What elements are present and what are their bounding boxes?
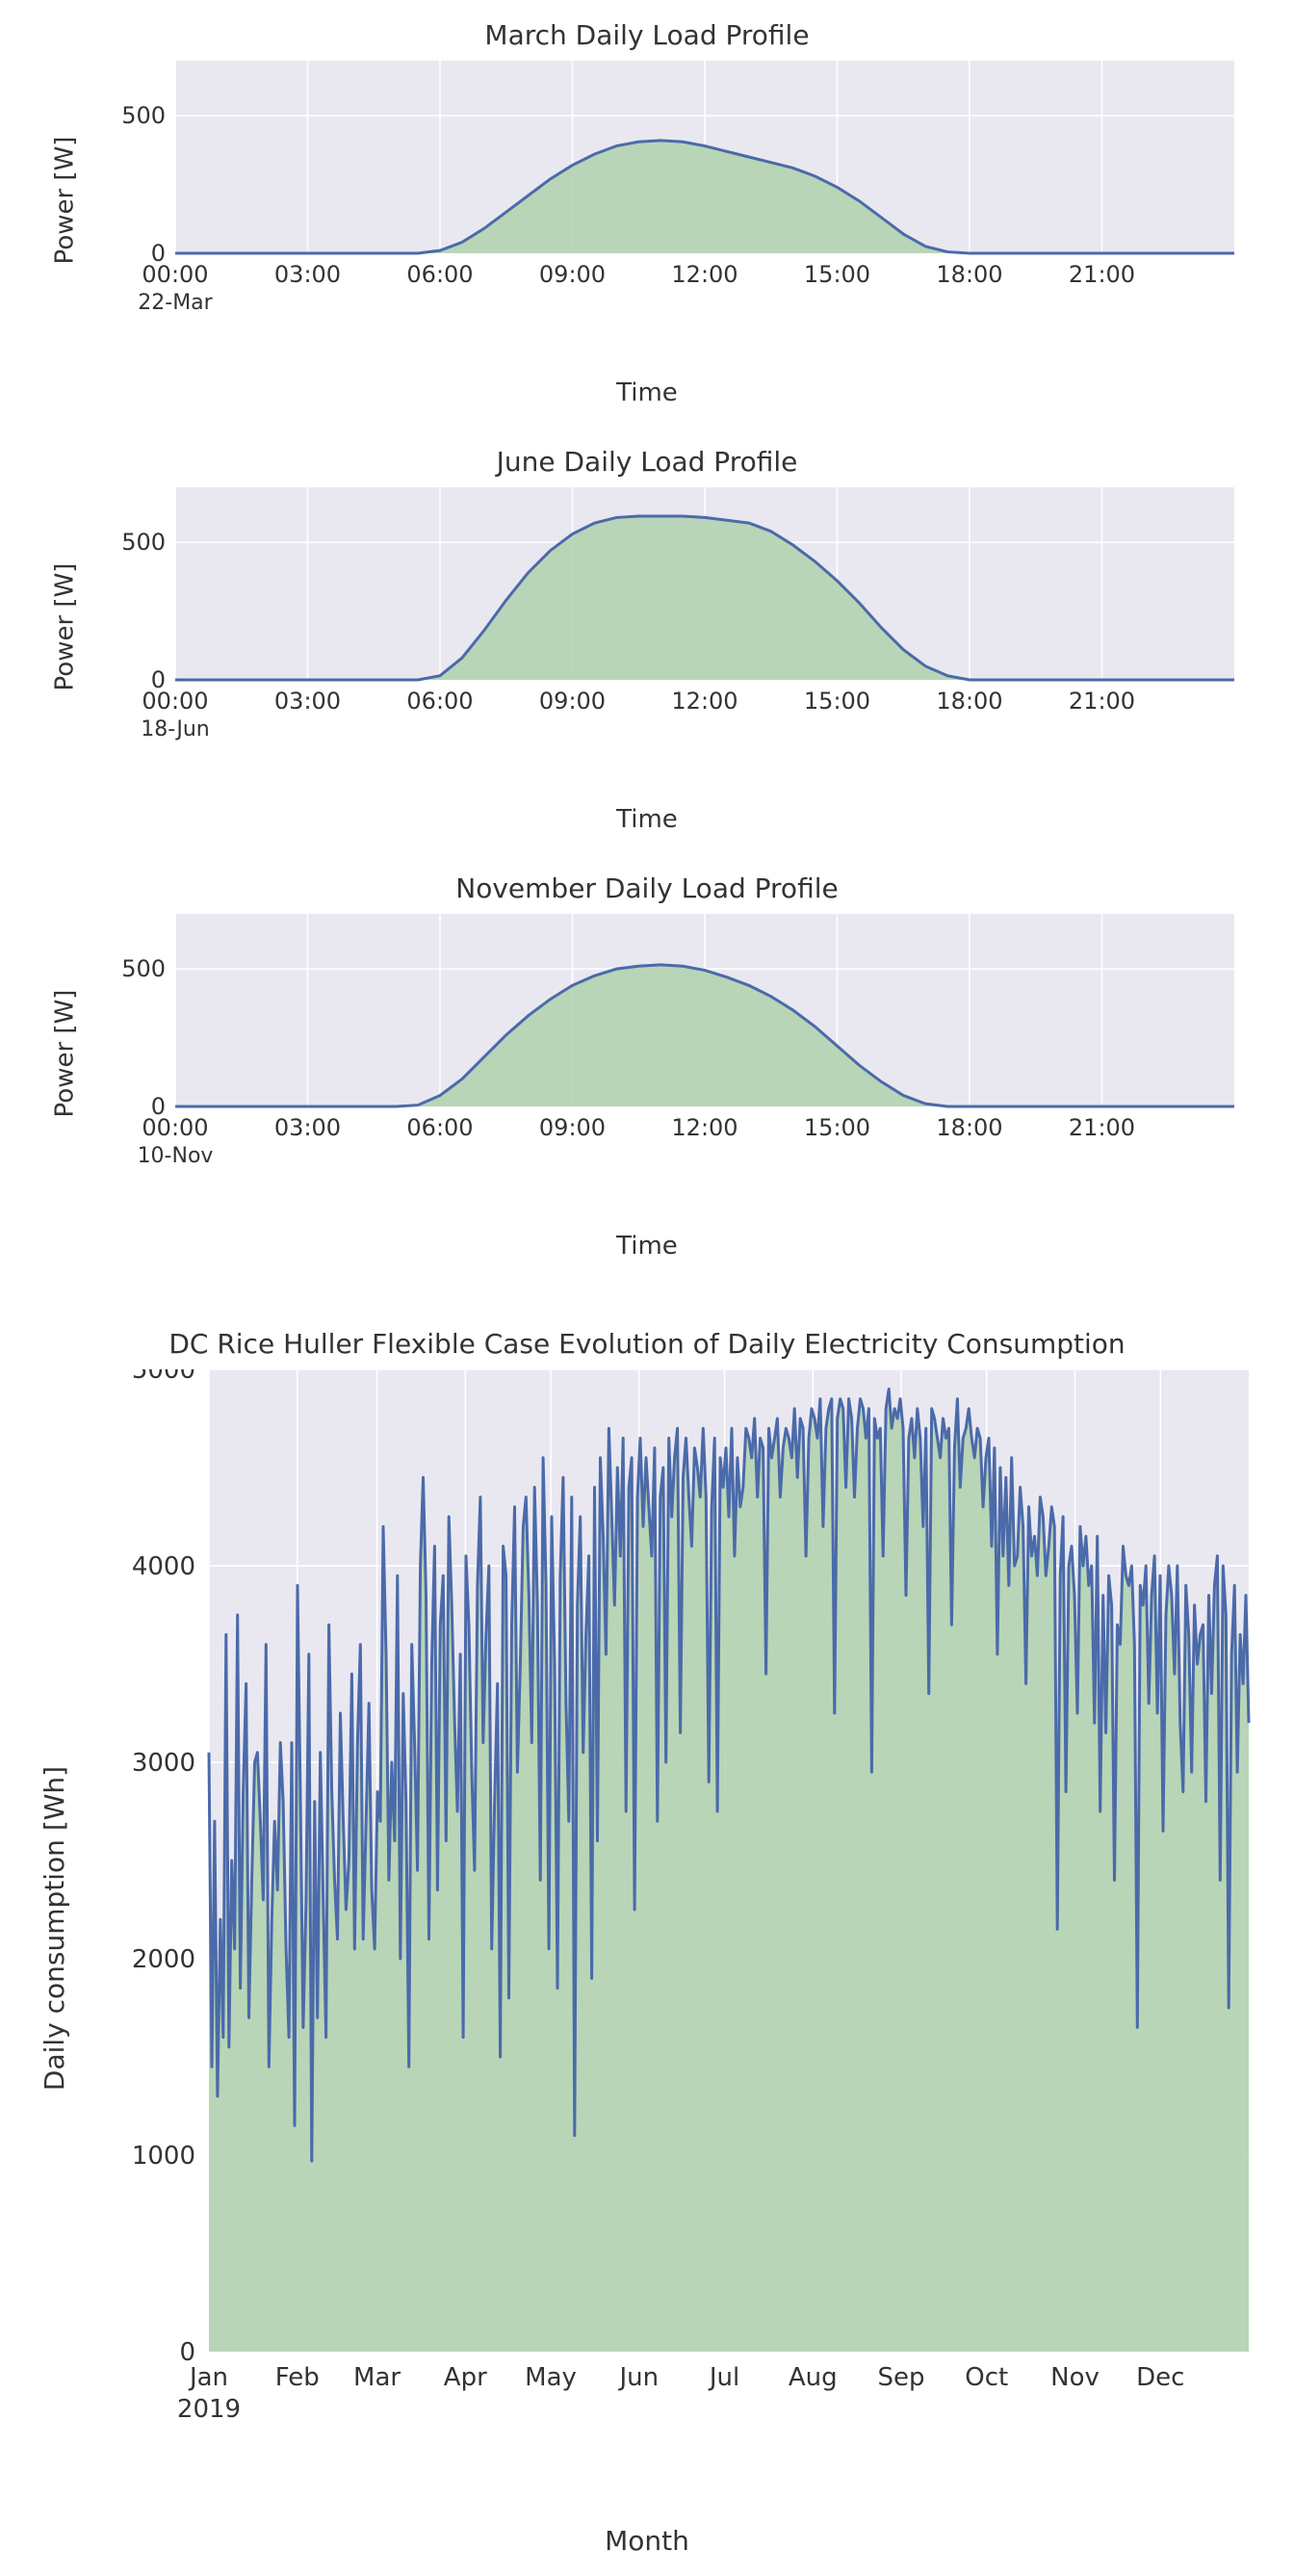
load-profile-chart-1: June Daily Load ProfilePower [W]050000:0… (19, 446, 1275, 834)
x-tick-label: 12:00 (671, 261, 738, 288)
chart-svg: 010002000300040005000JanFebMarAprMayJunJ… (84, 1369, 1268, 2486)
year-subtitle: 2019 (177, 2395, 241, 2424)
x-tick-label: Mar (353, 2363, 401, 2392)
y-axis-label: Daily consumption [Wh] (39, 1765, 71, 2090)
x-tick-label: Jan (188, 2363, 228, 2392)
chart-svg: 050000:0003:0006:0009:0012:0015:0018:002… (89, 487, 1254, 767)
x-tick-label: 03:00 (274, 261, 341, 288)
date-subtitle: 10-Nov (138, 1144, 214, 1168)
x-tick-label: Aug (789, 2363, 838, 2392)
svg-text:5000: 5000 (132, 1369, 195, 1385)
x-tick-label: 00:00 (142, 261, 208, 288)
chart-title: June Daily Load Profile (497, 446, 798, 478)
chart-svg: 050000:0003:0006:0009:0012:0015:0018:002… (89, 914, 1254, 1193)
x-tick-label: 21:00 (1069, 1114, 1135, 1141)
x-tick-label: 09:00 (539, 688, 606, 715)
x-tick-label: 09:00 (539, 1114, 606, 1141)
x-tick-label: 15:00 (804, 688, 870, 715)
x-tick-label: 12:00 (671, 688, 738, 715)
x-tick-label: 06:00 (406, 261, 473, 288)
date-subtitle: 22-Mar (138, 291, 213, 315)
x-tick-label: 03:00 (274, 688, 341, 715)
x-tick-label: 03:00 (274, 1114, 341, 1141)
load-profile-chart-2: November Daily Load ProfilePower [W]0500… (19, 872, 1275, 1261)
svg-text:3000: 3000 (132, 1749, 195, 1778)
x-tick-label: 12:00 (671, 1114, 738, 1141)
x-tick-label: 06:00 (406, 1114, 473, 1141)
x-tick-label: 21:00 (1069, 261, 1135, 288)
x-tick-label: 06:00 (406, 688, 473, 715)
x-tick-label: 18:00 (936, 261, 1002, 288)
svg-text:1000: 1000 (132, 2142, 195, 2171)
x-axis-label: Time (616, 805, 678, 834)
x-tick-label: 15:00 (804, 1114, 870, 1141)
x-tick-label: Feb (275, 2363, 320, 2392)
x-axis-label: Month (605, 2525, 689, 2557)
x-tick-label: Jul (708, 2363, 739, 2392)
x-tick-label: Dec (1136, 2363, 1184, 2392)
date-subtitle: 18-Jun (141, 717, 210, 742)
y-axis-label: Power [W] (50, 990, 79, 1118)
chart-svg: 050000:0003:0006:0009:0012:0015:0018:002… (89, 61, 1254, 340)
svg-text:500: 500 (121, 529, 166, 556)
x-tick-label: Sep (878, 2363, 925, 2392)
x-tick-label: 18:00 (936, 1114, 1002, 1141)
x-axis-label: Time (616, 1232, 678, 1261)
chart-title: November Daily Load Profile (455, 872, 838, 904)
x-tick-label: 00:00 (142, 1114, 208, 1141)
x-tick-label: 15:00 (804, 261, 870, 288)
x-tick-label: Nov (1050, 2363, 1100, 2392)
svg-text:500: 500 (121, 955, 166, 982)
x-tick-label: 18:00 (936, 688, 1002, 715)
x-tick-label: Jun (617, 2363, 659, 2392)
x-tick-label: 21:00 (1069, 688, 1135, 715)
x-tick-label: Apr (444, 2363, 487, 2392)
daily-consumption-chart: DC Rice Huller Flexible Case Evolution o… (19, 1328, 1275, 2557)
x-axis-label: Time (616, 378, 678, 407)
chart-title: DC Rice Huller Flexible Case Evolution o… (168, 1328, 1125, 1360)
x-tick-label: May (525, 2363, 577, 2392)
svg-text:500: 500 (121, 102, 166, 129)
load-profile-chart-0: March Daily Load ProfilePower [W]050000:… (19, 19, 1275, 407)
chart-title: March Daily Load Profile (484, 19, 809, 51)
svg-text:4000: 4000 (132, 1552, 195, 1581)
y-axis-label: Power [W] (50, 563, 79, 691)
x-tick-label: 00:00 (142, 688, 208, 715)
x-tick-label: 09:00 (539, 261, 606, 288)
y-axis-label: Power [W] (50, 137, 79, 265)
svg-text:2000: 2000 (132, 1945, 195, 1974)
x-tick-label: Oct (965, 2363, 1008, 2392)
